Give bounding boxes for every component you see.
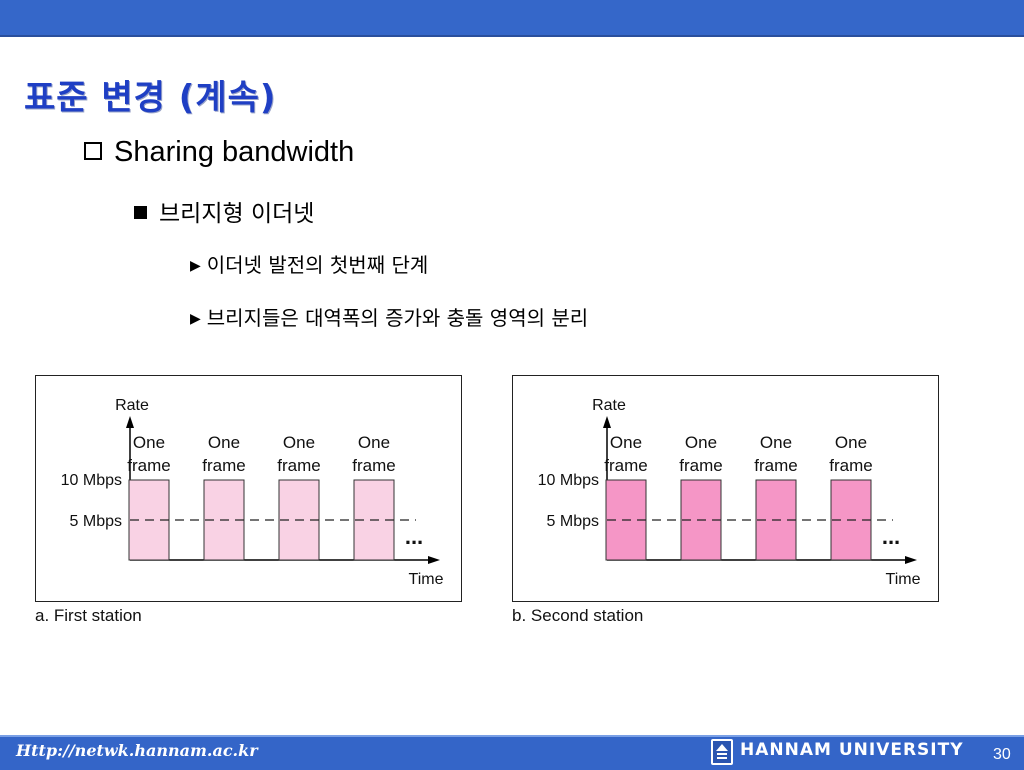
frame-label-line2: frame	[829, 456, 872, 475]
frame-label-line2: frame	[352, 456, 395, 475]
frame-label-line2: frame	[202, 456, 245, 475]
footer-bar	[0, 735, 1024, 770]
bullet-level3-1-text: 이더넷 발전의 첫번째 단계	[206, 253, 429, 277]
bullet-level3-1: ▶ 이더넷 발전의 첫번째 단계	[190, 249, 428, 278]
frame-label-line1: One	[133, 433, 165, 452]
panel-second-station: Rate Time 10 Mbps 5 Mbps One frame One frame One…	[512, 375, 939, 602]
bullet-level3-2-text: 브리지들은 대역폭의 증가와 충돌 영역의 분리	[206, 306, 589, 330]
bullet-level3-2: ▶ 브리지들은 대역폭의 증가와 충돌 영역의 분리	[190, 302, 588, 331]
bullet-level1: Sharing bandwidth	[84, 136, 354, 169]
triangle-bullet-icon: ▶	[190, 311, 201, 327]
frame-label-line2: frame	[604, 456, 647, 475]
university-logo-icon	[711, 739, 733, 765]
page-number: 30	[993, 746, 1011, 763]
x-axis-label: Time	[886, 571, 921, 588]
y-tick-label-5mbps: 5 Mbps	[70, 513, 122, 530]
y-axis-arrow-icon	[603, 416, 611, 428]
frame-label-line2: frame	[127, 456, 170, 475]
continuation-ellipsis: ...	[405, 524, 423, 549]
y-axis-label: Rate	[115, 397, 149, 414]
bullet-level2: 브리지형 이더넷	[134, 194, 314, 228]
university-name: HANNAM UNIVERSITY	[740, 740, 964, 760]
filled-square-bullet-icon	[134, 206, 147, 219]
bullet-level2-text: 브리지형 이더넷	[159, 201, 315, 227]
caption-first-station: a. First station	[35, 606, 142, 625]
bandwidth-diagram-second-station: Rate Time 10 Mbps 5 Mbps One frame One frame One…	[538, 397, 921, 588]
frame-label-line1: One	[760, 433, 792, 452]
triangle-bullet-icon: ▶	[190, 258, 201, 274]
y-axis-arrow-icon	[126, 416, 134, 428]
frame-label-line1: One	[358, 433, 390, 452]
y-tick-label-5mbps: 5 Mbps	[547, 513, 599, 530]
x-axis-arrow-icon	[905, 556, 917, 564]
frame-label-line2: frame	[277, 456, 320, 475]
y-axis-label: Rate	[592, 397, 626, 414]
frame-label-line2: frame	[754, 456, 797, 475]
bullet-level1-text: Sharing bandwidth	[114, 136, 355, 168]
footer-url[interactable]: Http://netwk.hannam.ac.kr	[16, 741, 258, 760]
frame-label-line1: One	[835, 433, 867, 452]
slide-title: 표준 변경 (계속)	[24, 78, 277, 118]
caption-second-station: b. Second station	[512, 606, 644, 625]
y-tick-label-10mbps: 10 Mbps	[61, 472, 122, 489]
bandwidth-diagram-first-station: Rate Time 10 Mbps 5 Mbps One frame One frame One…	[61, 397, 444, 588]
frame-label-line2: frame	[679, 456, 722, 475]
hollow-square-bullet-icon	[84, 142, 102, 160]
frame-label-line1: One	[685, 433, 717, 452]
frame-label-line1: One	[283, 433, 315, 452]
x-axis-arrow-icon	[428, 556, 440, 564]
frame-label-line1: One	[610, 433, 642, 452]
panel-first-station: Rate Time 10 Mbps 5 Mbps One frame One frame One…	[35, 375, 462, 602]
x-axis-label: Time	[409, 571, 444, 588]
continuation-ellipsis: ...	[882, 524, 900, 549]
frame-label-line1: One	[208, 433, 240, 452]
top-bar	[0, 0, 1024, 37]
y-tick-label-10mbps: 10 Mbps	[538, 472, 599, 489]
